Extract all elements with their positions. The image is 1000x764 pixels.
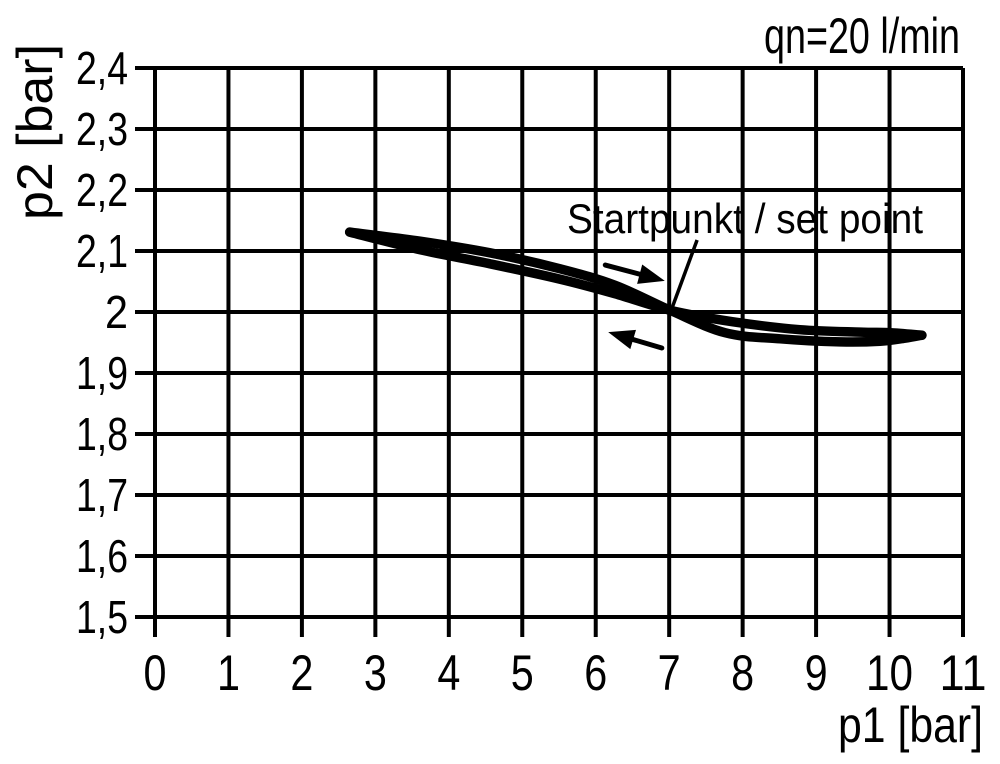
x-tick-label-9: 9 — [805, 645, 828, 701]
hysteresis-return-branch-curve — [344, 227, 927, 340]
y-tick-label-2,4: 2,4 — [76, 42, 128, 94]
x-tick-label-7: 7 — [658, 645, 681, 701]
tick-labels-layer: 0 1 2 3 4 5 6 7 8 9 10 112,42,32,22,121,91,81,71,61… — [76, 42, 987, 701]
x-tick-label-5: 5 — [511, 645, 534, 701]
set-point-annotation-label: Startpunkt / set point — [567, 195, 923, 242]
x-tick-label-10: 10 — [866, 645, 913, 701]
y-tick-label-1,9: 1,9 — [76, 347, 128, 399]
annotations-layer — [602, 239, 699, 351]
y-tick-label-1,6: 1,6 — [76, 530, 128, 582]
x-tick-label-6: 6 — [584, 645, 607, 701]
y-tick-label-2,3: 2,3 — [76, 103, 128, 155]
x-tick-label-4: 4 — [437, 645, 460, 701]
y-tick-label-1,5: 1,5 — [76, 591, 128, 643]
x-tick-label-11: 11 — [940, 645, 987, 701]
x-tick-label-8: 8 — [731, 645, 754, 701]
grid-layer — [135, 66, 965, 637]
x-tick-label-3: 3 — [364, 645, 387, 701]
y-tick-label-2,2: 2,2 — [76, 164, 128, 216]
x-tick-label-0: 0 — [144, 645, 167, 701]
y-tick-label-1,7: 1,7 — [76, 469, 128, 521]
x-tick-label-2: 2 — [290, 645, 313, 701]
forward-direction-arrow-head-icon — [637, 264, 665, 284]
y-tick-label-2: 2 — [105, 286, 128, 338]
x-axis-label: p1 [bar] — [838, 697, 983, 753]
return-direction-arrow-head-icon — [608, 329, 636, 350]
set-point-leader-line — [670, 239, 699, 309]
x-tick-label-1: 1 — [217, 645, 240, 701]
curves-layer — [344, 227, 927, 347]
y-tick-label-1,8: 1,8 — [76, 408, 128, 460]
y-axis-label: p2 [bar] — [7, 44, 63, 220]
flow-rate-label: qn=20 l/min — [764, 8, 960, 64]
y-tick-label-2,1: 2,1 — [76, 225, 128, 277]
